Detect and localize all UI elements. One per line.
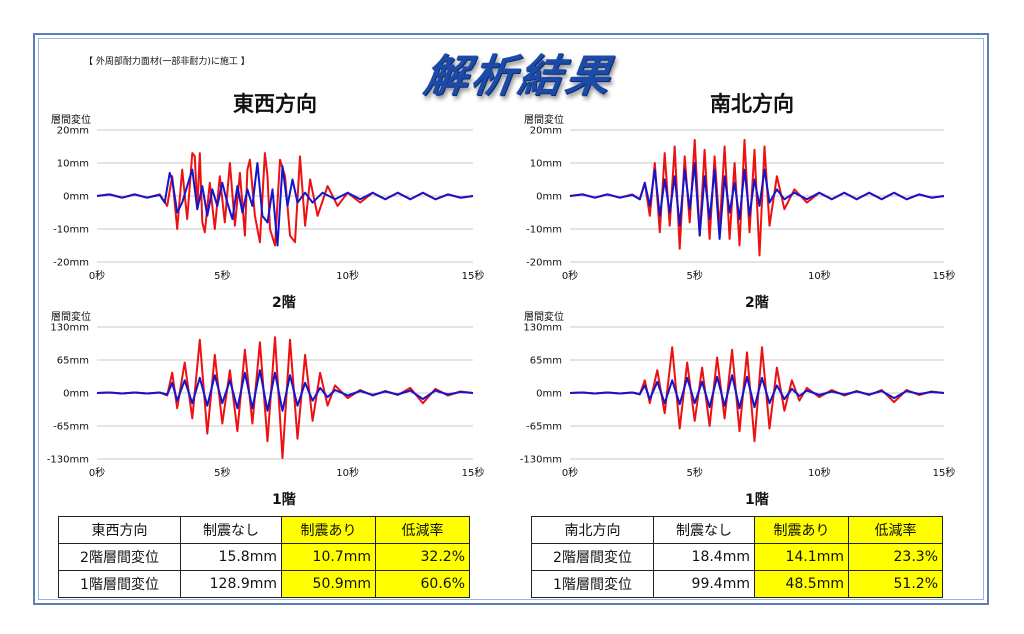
table-cell: 99.4mm [653, 570, 755, 598]
table-cell: 32.2% [375, 543, 470, 571]
table-row: 2階層間変位 18.4mm 14.1mm 23.3% [531, 543, 943, 571]
table-cell: 10.7mm [281, 543, 376, 571]
y-tick-label-ns-1f: -65mm [526, 422, 562, 433]
y-tick-label-ew-2f: -20mm [53, 258, 89, 269]
table-header-cell: 制震あり [754, 516, 849, 544]
x-tick-label-ew-2f: 0秒 [89, 269, 105, 282]
series-with-damper-ew-1f [96, 369, 474, 412]
outer-frame [33, 33, 989, 605]
direction-title-ew: 東西方向 [233, 92, 317, 116]
summary-table-ns: 南北方向 制震なし 制震あり 低減率 2階層間変位 18.4mm 14.1mm … [531, 516, 943, 598]
table-header-row: 東西方向 制震なし 制震あり 低減率 [58, 516, 470, 544]
table-cell: 2階層間変位 [58, 543, 181, 571]
y-tick-label-ew-2f: 0mm [63, 192, 89, 203]
construction-note: 【 外周部耐力面材(一部非耐力)に施工 】 [84, 57, 250, 67]
x-tick-label-ew-2f: 15秒 [462, 269, 485, 282]
x-tick-label-ns-2f: 15秒 [933, 269, 956, 282]
table-cell: 2階層間変位 [531, 543, 654, 571]
table-cell: 128.9mm [180, 570, 282, 598]
y-tick-label-ns-2f: 20mm [530, 126, 562, 137]
table-cell: 1階層間変位 [58, 570, 181, 598]
y-tick-label-ew-2f: -10mm [53, 225, 89, 236]
x-tick-label-ns-2f: 0秒 [562, 269, 578, 282]
y-tick-label-ew-1f: 130mm [50, 323, 89, 334]
x-tick-label-ns-2f: 10秒 [808, 269, 831, 282]
direction-title-ns: 南北方向 [710, 92, 794, 116]
table-cell: 60.6% [375, 570, 470, 598]
x-tick-label-ew-1f: 5秒 [214, 466, 230, 479]
table-cell: 14.1mm [754, 543, 849, 571]
table-cell: 23.3% [848, 543, 943, 571]
x-tick-label-ew-1f: 0秒 [89, 466, 105, 479]
table-row: 2階層間変位 15.8mm 10.7mm 32.2% [58, 543, 470, 571]
table-header-cell: 制震なし [180, 516, 282, 544]
table-row: 1階層間変位 128.9mm 50.9mm 60.6% [58, 570, 470, 598]
x-tick-label-ns-1f: 0秒 [562, 466, 578, 479]
table-header-cell: 低減率 [848, 516, 943, 544]
y-tick-label-ew-1f: -65mm [53, 422, 89, 433]
x-tick-label-ew-1f: 15秒 [462, 466, 485, 479]
y-tick-label-ew-2f: 20mm [57, 126, 89, 137]
y-tick-label-ns-2f: 0mm [536, 192, 562, 203]
table-header-cell: 制震なし [653, 516, 755, 544]
y-tick-label-ns-2f: -10mm [526, 225, 562, 236]
table-row: 1階層間変位 99.4mm 48.5mm 51.2% [531, 570, 943, 598]
y-tick-label-ew-1f: 65mm [57, 356, 89, 367]
x-tick-label-ew-2f: 10秒 [336, 269, 359, 282]
table-cell: 1階層間変位 [531, 570, 654, 598]
y-axis-label-ew-1f: 層間変位 [51, 310, 91, 323]
y-axis-label-ns-2f: 層間変位 [524, 113, 564, 126]
y-tick-label-ew-2f: 10mm [57, 159, 89, 170]
floor-label-ns-1f: 1階 [745, 492, 769, 508]
table-cell: 48.5mm [754, 570, 849, 598]
x-tick-label-ns-1f: 5秒 [686, 466, 702, 479]
floor-label-ns-2f: 2階 [745, 295, 769, 311]
floor-label-ew-1f: 1階 [272, 492, 296, 508]
y-tick-label-ns-2f: 10mm [530, 159, 562, 170]
y-axis-label-ew-2f: 層間変位 [51, 113, 91, 126]
table-cell: 15.8mm [180, 543, 282, 571]
y-tick-label-ew-1f: 0mm [63, 389, 89, 400]
table-cell: 51.2% [848, 570, 943, 598]
y-tick-label-ns-1f: 0mm [536, 389, 562, 400]
y-tick-label-ns-1f: -130mm [520, 455, 562, 466]
series-with-damper-ns-1f [569, 374, 945, 410]
y-axis-label-ns-1f: 層間変位 [524, 310, 564, 323]
table-header-cell: 南北方向 [531, 516, 654, 544]
table-header-cell: 低減率 [375, 516, 470, 544]
inner-frame [38, 38, 984, 600]
table-header-row: 南北方向 制震なし 制震あり 低減率 [531, 516, 943, 544]
x-tick-label-ew-1f: 10秒 [336, 466, 359, 479]
summary-table-ew: 東西方向 制震なし 制震あり 低減率 2階層間変位 15.8mm 10.7mm … [58, 516, 470, 598]
table-header-cell: 制震あり [281, 516, 376, 544]
y-tick-label-ns-1f: 130mm [523, 323, 562, 334]
x-tick-label-ns-2f: 5秒 [686, 269, 702, 282]
series-with-damper-ew-2f [96, 162, 474, 247]
x-tick-label-ns-1f: 15秒 [933, 466, 956, 479]
floor-label-ew-2f: 2階 [272, 295, 296, 311]
table-header-cell: 東西方向 [58, 516, 181, 544]
y-tick-label-ns-2f: -20mm [526, 258, 562, 269]
y-tick-label-ns-1f: 65mm [530, 356, 562, 367]
table-cell: 50.9mm [281, 570, 376, 598]
series-without-damper-ew-2f [96, 152, 474, 247]
x-tick-label-ew-2f: 5秒 [214, 269, 230, 282]
y-tick-label-ew-1f: -130mm [47, 455, 89, 466]
table-cell: 18.4mm [653, 543, 755, 571]
series-with-damper-ns-2f [569, 162, 945, 240]
x-tick-label-ns-1f: 10秒 [808, 466, 831, 479]
